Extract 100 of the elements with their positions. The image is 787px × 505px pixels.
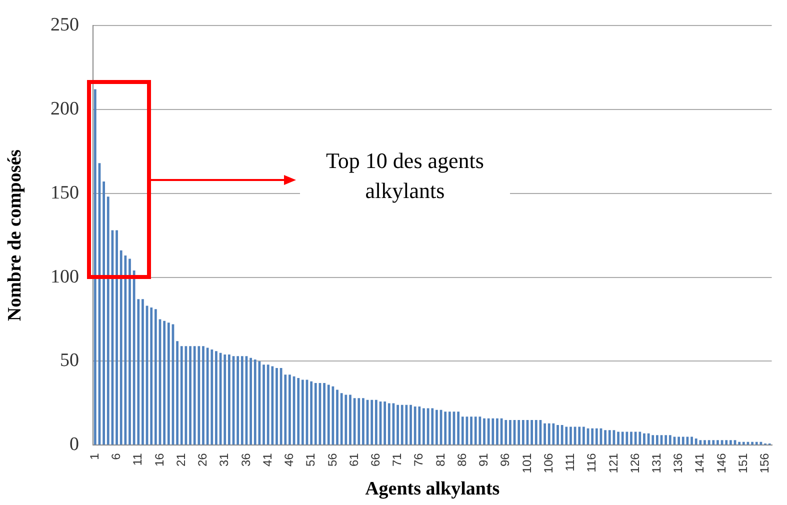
bar (548, 423, 550, 445)
bar (410, 404, 412, 445)
bar (595, 428, 598, 445)
x-tick-label: 156 (758, 452, 772, 474)
bar (422, 408, 425, 445)
bar (384, 402, 386, 445)
bar (358, 398, 360, 445)
bar (634, 432, 637, 445)
bar (240, 356, 244, 445)
bar (504, 420, 508, 445)
x-tick-label: 106 (541, 452, 556, 474)
y-tick-label: 100 (50, 266, 79, 288)
bar (716, 440, 719, 445)
bar (94, 89, 96, 445)
bar (668, 435, 672, 445)
x-tick-label: 116 (584, 452, 599, 472)
x-tick-label: 71 (390, 452, 404, 467)
bar (712, 440, 715, 445)
x-tick-label: 101 (520, 452, 534, 474)
bar (340, 393, 343, 445)
bar (344, 394, 348, 445)
bar (742, 442, 745, 445)
bar (349, 394, 352, 445)
bar (694, 438, 698, 445)
bar (626, 432, 628, 445)
x-tick-label: 61 (346, 452, 361, 467)
bar (327, 384, 330, 445)
bar (206, 348, 209, 445)
bar (751, 442, 754, 445)
bar (128, 258, 131, 445)
bar (448, 412, 451, 445)
bar (755, 442, 758, 445)
bar (652, 435, 654, 445)
bar (336, 390, 338, 445)
bar (150, 307, 153, 445)
x-tick-label: 131 (650, 452, 664, 474)
bar (604, 430, 606, 445)
x-tick-label: 51 (304, 452, 318, 467)
x-tick-label: 91 (476, 452, 491, 467)
bar (271, 366, 274, 445)
bar (630, 432, 632, 445)
bar (228, 354, 230, 445)
x-tick-label: 31 (217, 452, 232, 467)
x-tick-label: 136 (671, 452, 686, 474)
bar (116, 230, 118, 445)
bar (362, 398, 364, 445)
bar (370, 400, 374, 445)
bar (276, 368, 278, 445)
y-tick-label: 250 (50, 14, 79, 36)
bar (400, 404, 404, 445)
x-tick-label: 36 (238, 452, 253, 467)
x-tick-label: 126 (628, 452, 642, 474)
bar (608, 430, 611, 445)
x-tick-label: 96 (498, 452, 512, 467)
bar (560, 425, 564, 445)
x-tick-label: 26 (196, 452, 210, 467)
bar (193, 346, 196, 445)
bar (522, 420, 524, 445)
bar (176, 341, 178, 445)
x-tick-label: 81 (433, 452, 448, 467)
bar (457, 412, 460, 445)
bar (478, 416, 482, 445)
bar (120, 250, 122, 445)
bar (518, 420, 520, 445)
bar (509, 420, 512, 445)
bar (690, 436, 693, 445)
bar (396, 404, 399, 445)
x-tick-label: 121 (606, 452, 620, 474)
bar (266, 364, 270, 445)
bar (262, 364, 265, 445)
bar (301, 380, 304, 445)
bar (638, 432, 642, 445)
x-tick-label: 46 (282, 452, 296, 467)
x-tick-label: 141 (692, 452, 707, 474)
bar (314, 383, 317, 445)
bar (678, 436, 680, 445)
bar (682, 436, 684, 445)
bar (474, 416, 477, 445)
bar (699, 440, 702, 445)
bar (154, 309, 157, 445)
bar (530, 420, 533, 445)
bar (288, 374, 291, 445)
bar (565, 426, 568, 445)
bar (552, 423, 555, 445)
bar (492, 418, 494, 445)
x-tick-label: 11 (130, 452, 145, 466)
bar (725, 440, 728, 445)
x-tick-label: 56 (325, 452, 340, 467)
bar (374, 400, 378, 445)
bar (534, 420, 538, 445)
x-tick-label: 16 (152, 452, 166, 467)
bar (236, 356, 240, 445)
bar (582, 426, 585, 445)
bar (189, 346, 192, 445)
bar (578, 426, 581, 445)
bar (570, 426, 572, 445)
bar (556, 425, 559, 445)
x-axis-title: Agents alkylants (365, 478, 500, 500)
bar (617, 432, 620, 445)
bar (461, 416, 464, 445)
